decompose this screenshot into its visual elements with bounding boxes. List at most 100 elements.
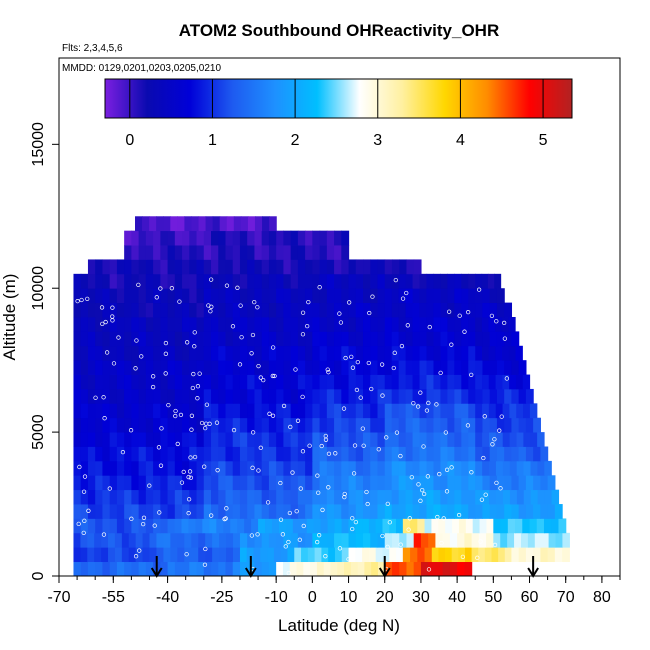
heatmap-cell — [135, 532, 144, 548]
heatmap-cell — [312, 273, 321, 289]
heatmap-cell — [218, 331, 227, 347]
heatmap-cell — [87, 360, 96, 375]
heatmap-cell — [551, 518, 560, 534]
heatmap-cell — [399, 532, 408, 548]
dates-note: MMDD: 0129,0201,0203,0205,0210 — [62, 63, 221, 74]
heatmap-cell — [433, 360, 442, 375]
heatmap-cell — [239, 504, 248, 519]
heatmap-cell — [377, 288, 386, 304]
heatmap-cell — [305, 489, 313, 505]
sample-point — [294, 509, 299, 514]
heatmap-cell — [244, 518, 252, 534]
sample-point — [418, 390, 423, 395]
heatmap-cell — [533, 417, 541, 433]
heatmap-cell — [232, 302, 241, 318]
heatmap-cell — [482, 504, 491, 519]
heatmap-cell — [189, 345, 198, 361]
sample-point — [441, 516, 446, 521]
heatmap-cell — [116, 518, 125, 534]
sample-point — [385, 544, 390, 550]
heatmap-cell — [305, 302, 313, 318]
heatmap-cell — [341, 504, 350, 519]
sample-point — [250, 332, 256, 338]
heatmap-cell — [268, 302, 277, 318]
heatmap-cell — [232, 403, 241, 419]
heatmap-cell — [254, 230, 263, 246]
heatmap-cell — [276, 403, 284, 419]
heatmap-cell — [225, 317, 234, 332]
sample-point — [188, 475, 194, 480]
heatmap-cell — [511, 417, 520, 433]
heatmap-cell — [475, 417, 484, 433]
heatmap-cell — [131, 302, 140, 318]
heatmap-cell — [334, 504, 342, 519]
heatmap-cell — [131, 446, 140, 462]
sample-point — [100, 321, 105, 327]
heatmap-cell — [475, 489, 483, 505]
heatmap-cell — [468, 317, 476, 332]
sample-point — [163, 351, 169, 356]
sample-point — [449, 342, 454, 347]
heatmap-cell — [405, 446, 414, 462]
sample-point — [370, 294, 375, 299]
heatmap-cell — [95, 446, 104, 462]
heatmap-cell — [389, 518, 397, 534]
colorbar-tick-label: 0 — [125, 132, 134, 149]
heatmap-cell — [142, 216, 150, 232]
heatmap-cell — [290, 417, 299, 433]
heatmap-cell — [283, 432, 292, 447]
heatmap-cell — [95, 432, 104, 447]
heatmap-cell — [468, 302, 476, 318]
heatmap-cell — [482, 388, 491, 404]
heatmap-cell — [73, 360, 82, 375]
sample-point — [350, 556, 356, 561]
sample-point — [75, 299, 80, 304]
sample-point — [438, 370, 443, 376]
heatmap-cell — [464, 532, 473, 548]
sample-point — [187, 469, 193, 474]
heatmap-cell — [102, 317, 111, 332]
heatmap-cell — [102, 388, 111, 404]
heatmap-cell — [290, 388, 299, 404]
heatmap-cell — [426, 331, 435, 347]
heatmap-cell — [219, 547, 227, 563]
heatmap-cell — [319, 259, 328, 275]
heatmap-cell — [174, 432, 183, 447]
heatmap-cell — [504, 547, 513, 563]
heatmap-cell — [433, 460, 442, 476]
heatmap-cell — [285, 518, 294, 534]
heatmap-cell — [491, 547, 499, 563]
heatmap-cell — [116, 360, 125, 375]
heatmap-cell — [145, 460, 154, 476]
heatmap-cell — [287, 547, 295, 563]
heatmap-cell — [268, 532, 277, 548]
heatmap-cell — [135, 547, 144, 563]
sample-point — [191, 371, 196, 377]
heatmap-cell — [482, 460, 490, 476]
heatmap-cell — [424, 547, 433, 563]
y-tick-label: 15000 — [30, 122, 47, 167]
sample-point — [316, 490, 321, 495]
heatmap-cell — [341, 403, 350, 419]
heatmap-cell — [489, 460, 497, 476]
sample-point — [129, 516, 134, 521]
heatmap-cell — [384, 331, 393, 347]
heatmap-cell — [319, 360, 328, 375]
heatmap-cell — [468, 388, 476, 404]
heatmap-cell — [153, 374, 161, 390]
heatmap-cell — [454, 302, 462, 318]
sample-point — [163, 371, 168, 376]
heatmap-cell — [182, 374, 190, 390]
heatmap-cell — [80, 288, 89, 304]
heatmap-cell — [419, 504, 428, 519]
heatmap-cell — [496, 302, 505, 318]
heatmap-cell — [174, 489, 183, 505]
sample-point — [77, 464, 82, 470]
heatmap-cell — [299, 518, 308, 534]
sample-point — [404, 290, 409, 296]
heatmap-cell — [182, 273, 190, 289]
heatmap-cell — [489, 504, 498, 519]
heatmap-cell — [167, 417, 176, 433]
heatmap-cell — [109, 417, 118, 433]
heatmap-cell — [239, 489, 248, 505]
